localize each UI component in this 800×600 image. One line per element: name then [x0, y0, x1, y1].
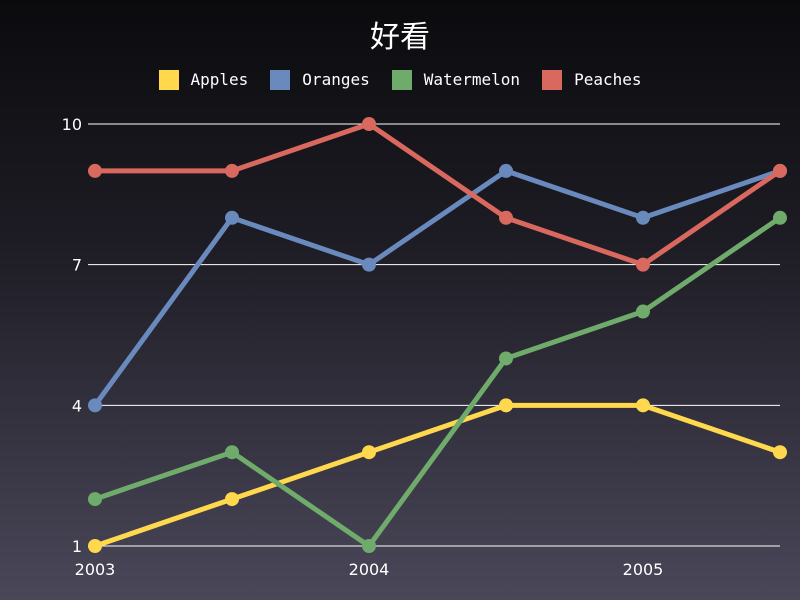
legend-item-apples[interactable]: Apples [158, 70, 249, 90]
legend-swatch-peaches [542, 70, 563, 90]
y-tick-label-4: 4 [72, 396, 82, 415]
y-tick-label-7: 7 [72, 256, 82, 275]
legend-swatch-oranges [270, 70, 291, 90]
tick-layer: 1 4 7 10 2003 2004 2005 [62, 115, 664, 579]
data-point-peaches-5[interactable] [773, 163, 787, 178]
series-layer [88, 117, 787, 553]
legend-item-peaches[interactable]: Peaches [542, 70, 642, 90]
chart-title: 好看 [370, 20, 430, 55]
grid-layer [88, 123, 780, 547]
series-line-oranges [92, 168, 783, 408]
legend: Apples Oranges Watermelon Peaches [0, 70, 800, 90]
data-point-watermelon-2[interactable] [362, 539, 376, 553]
series-line-watermelon [92, 215, 783, 549]
legend-item-watermelon[interactable]: Watermelon [391, 70, 521, 90]
data-point-oranges-0[interactable] [88, 398, 102, 413]
data-point-peaches-4[interactable] [636, 257, 650, 272]
data-point-oranges-3[interactable] [499, 163, 513, 178]
data-point-watermelon-1[interactable] [225, 445, 239, 460]
legend-swatch-apples [158, 70, 179, 90]
data-point-watermelon-5[interactable] [773, 210, 787, 225]
data-point-watermelon-4[interactable] [636, 304, 650, 319]
data-point-apples-0[interactable] [88, 539, 102, 553]
legend-swatch-watermelon [391, 70, 412, 90]
data-point-apples-3[interactable] [499, 398, 513, 413]
y-tick-label-10: 10 [62, 115, 82, 134]
legend-label-peaches: Peaches [574, 70, 642, 89]
data-point-apples-2[interactable] [362, 445, 376, 460]
x-tick-label-2003: 2003 [75, 560, 116, 579]
legend-label-apples: Apples [190, 70, 249, 89]
data-point-apples-5[interactable] [773, 445, 787, 460]
y-tick-label-1: 1 [72, 537, 82, 556]
legend-label-oranges: Oranges [302, 70, 370, 89]
data-point-apples-4[interactable] [636, 398, 650, 413]
data-point-oranges-2[interactable] [362, 257, 376, 272]
data-point-peaches-2[interactable] [362, 117, 376, 131]
x-tick-label-2004: 2004 [349, 560, 390, 579]
data-point-watermelon-3[interactable] [499, 351, 513, 366]
data-point-oranges-4[interactable] [636, 210, 650, 225]
data-point-apples-1[interactable] [225, 492, 239, 507]
series-line-peaches [92, 121, 783, 268]
data-point-peaches-0[interactable] [88, 163, 102, 178]
x-tick-label-2005: 2005 [623, 560, 664, 579]
data-point-watermelon-0[interactable] [88, 492, 102, 507]
legend-label-watermelon: Watermelon [423, 70, 521, 89]
data-point-peaches-3[interactable] [499, 210, 513, 225]
legend-item-oranges[interactable]: Oranges [270, 70, 370, 90]
data-point-oranges-1[interactable] [225, 210, 239, 225]
series-line-apples [92, 402, 783, 549]
data-point-peaches-1[interactable] [225, 163, 239, 178]
